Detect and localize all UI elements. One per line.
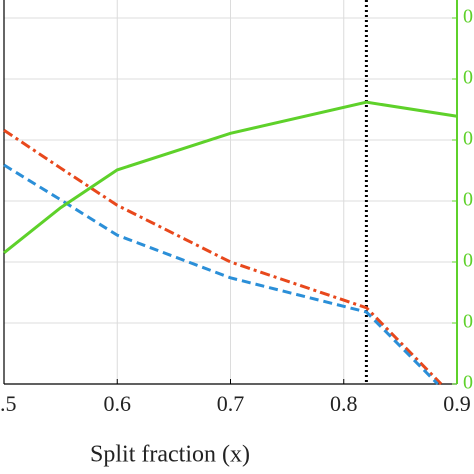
y2-tick-label: 0 [463,189,473,211]
y2-tick-label: 0 [463,311,473,333]
series-line [3,100,458,255]
y2-tick-label: 0 [463,6,473,28]
x-tick-label: 0.8 [330,391,358,416]
x-tick-label: 0.6 [104,391,132,416]
y2-tick-label: 0 [463,250,473,272]
series-line [3,128,443,386]
x-tick-label: 0.9 [443,391,471,416]
y2-tick-label: 0 [463,67,473,89]
x-tick-label: 0.7 [217,391,245,416]
y2-tick-label: 0 [463,128,473,150]
series-line [3,163,439,386]
y2-tick-label: 0 [463,372,473,394]
x-tick-label: .5 [0,391,17,416]
x-axis-label: Split fraction (x) [90,442,250,468]
